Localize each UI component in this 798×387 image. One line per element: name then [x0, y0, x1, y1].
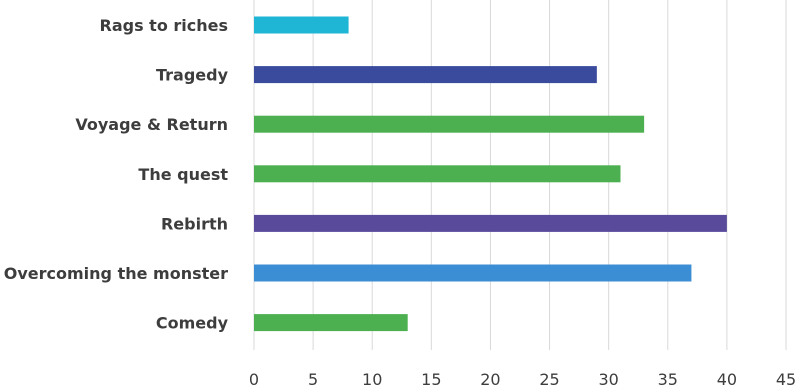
category-label: Voyage & Return: [75, 115, 228, 134]
category-label: Overcoming the monster: [4, 264, 228, 283]
x-tick-label-5: 5: [308, 370, 318, 387]
category-label: Tragedy: [156, 66, 229, 85]
category-label: Comedy: [156, 314, 229, 333]
bar-comedy: [254, 314, 408, 332]
bar-overcoming-the-monster: [254, 264, 692, 282]
x-tick-label-30: 30: [598, 370, 618, 387]
x-tick-label-10: 10: [362, 370, 382, 387]
x-tick-labels: 0 5 10 15 20 25 30 35 40 45: [249, 370, 796, 387]
bar-the-quest: [254, 165, 621, 183]
x-tick-label-0: 0: [249, 370, 259, 387]
x-tick-label-45: 45: [776, 370, 796, 387]
category-label: Rags to riches: [100, 16, 229, 35]
x-tick-label-20: 20: [480, 370, 500, 387]
x-tick-label-25: 25: [539, 370, 559, 387]
category-labels: Rags to riches Tragedy Voyage & Return The …: [4, 16, 229, 333]
bar-rags-to-riches: [254, 16, 349, 34]
bar-tragedy: [254, 66, 597, 84]
bars: [254, 16, 727, 332]
bar-voyage-return: [254, 115, 645, 133]
bar-rebirth: [254, 214, 727, 232]
category-label: The quest: [138, 165, 228, 184]
x-tick-label-40: 40: [717, 370, 737, 387]
x-tick-label-35: 35: [658, 370, 678, 387]
x-tick-label-15: 15: [421, 370, 441, 387]
category-label: Rebirth: [161, 214, 228, 233]
